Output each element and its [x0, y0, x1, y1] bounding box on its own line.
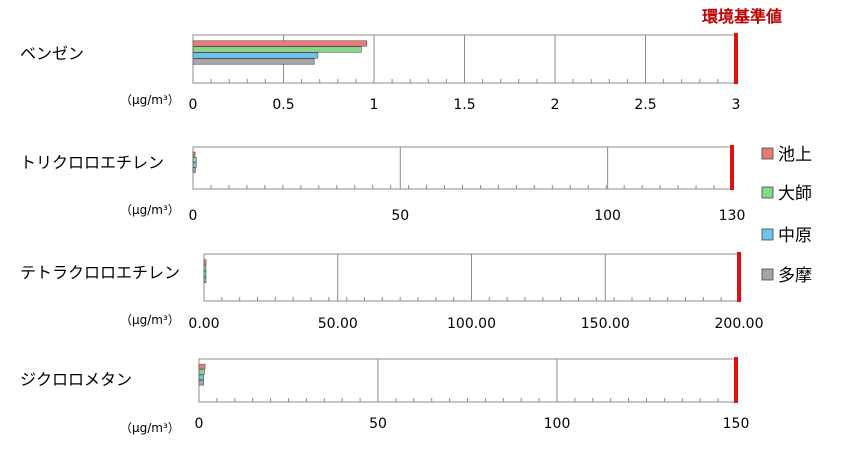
- legend-label: 大師: [778, 184, 812, 204]
- tick-label: 150.00: [581, 316, 630, 332]
- tick-label: 0: [195, 416, 204, 432]
- bar-多摩: [203, 276, 207, 283]
- panel-2: トリクロロエチレン （μg/m³） 0 50 100 130: [20, 145, 745, 224]
- category-label: テトラクロロエチレン: [20, 263, 180, 282]
- legend-item: 中原: [761, 226, 812, 246]
- standard-value-label: 環境基準値: [702, 7, 782, 26]
- bar-中原: [192, 52, 319, 59]
- legend-swatch: [761, 268, 774, 281]
- tick-label: 100.00: [447, 316, 496, 332]
- category-label: ジクロロメタン: [20, 370, 132, 389]
- tick-label: 2.5: [634, 97, 656, 113]
- tick-label: 0.5: [272, 97, 294, 113]
- legend-swatch: [761, 186, 774, 199]
- legend-label: 多摩: [778, 266, 812, 286]
- tick-label: 1: [370, 97, 379, 113]
- bar-多摩: [192, 58, 315, 65]
- legend-item: 池上: [761, 145, 812, 165]
- legend-label: 池上: [778, 145, 812, 165]
- tick-label: 2: [551, 97, 560, 113]
- bar-多摩: [198, 379, 204, 386]
- bar-大師: [192, 156, 197, 163]
- unit-label: （μg/m³）: [120, 93, 180, 107]
- tick-label: 0.00: [188, 316, 219, 332]
- bar-池上: [192, 151, 196, 158]
- bar-池上: [203, 259, 207, 266]
- panel-4: ジクロロメタン （μg/m³） 0 50 100 150: [20, 357, 749, 435]
- panel-3: テトラクロロエチレン （μg/m³） 0.00 50.00 100.00 150.00 20…: [20, 252, 764, 332]
- unit-label: （μg/m³）: [120, 203, 180, 217]
- chart-panels: ベンゼン （μg/m³） 0 0.5 1 1.5 2 2.5 3 トリクロロエチレン （μg/m³）…: [20, 33, 764, 435]
- tick-label: 0: [189, 97, 198, 113]
- tick-label: 100: [544, 416, 571, 432]
- bar-中原: [203, 271, 207, 278]
- bar-大師: [203, 265, 207, 272]
- bar-中原: [198, 374, 204, 381]
- tick-label: 150: [723, 416, 750, 432]
- tick-label: 0: [189, 208, 198, 224]
- bar-大師: [198, 369, 205, 375]
- bar-多摩: [192, 167, 196, 173]
- panel-1: ベンゼン （μg/m³） 0 0.5 1 1.5 2 2.5 3: [20, 33, 740, 113]
- category-label: トリクロロエチレン: [20, 153, 164, 172]
- tick-label: 50.00: [318, 316, 358, 332]
- tick-label: 50: [369, 416, 387, 432]
- tick-label: 3: [732, 97, 741, 113]
- legend-swatch: [761, 228, 774, 241]
- unit-label: （μg/m³）: [120, 421, 180, 435]
- tick-label: 100: [594, 208, 621, 224]
- tick-label: 50: [391, 208, 409, 224]
- legend-swatch: [761, 147, 774, 160]
- tick-label: 200.00: [715, 316, 764, 332]
- legend-label: 中原: [778, 226, 812, 246]
- tick-label: 1.5: [453, 97, 475, 113]
- bar-大師: [192, 46, 362, 53]
- category-label: ベンゼン: [20, 44, 84, 63]
- legend-item: 多摩: [761, 266, 812, 286]
- legend-item: 大師: [761, 184, 812, 204]
- unit-label: （μg/m³）: [120, 313, 180, 327]
- plot-frame: [192, 146, 733, 190]
- plot-frame: [198, 358, 737, 403]
- bar-中原: [192, 162, 197, 168]
- bar-池上: [198, 363, 206, 370]
- bar-池上: [192, 40, 368, 47]
- tick-label: 130: [719, 208, 746, 224]
